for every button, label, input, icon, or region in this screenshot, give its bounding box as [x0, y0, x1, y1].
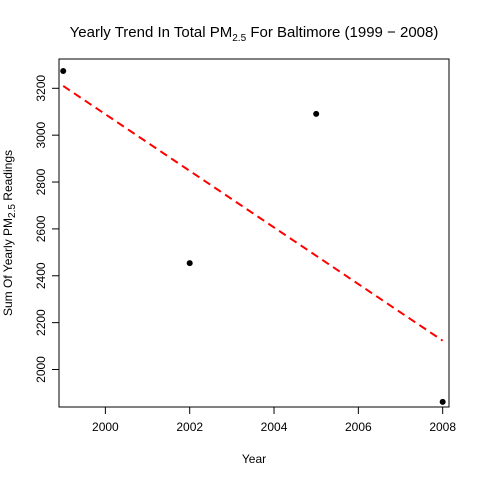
- data-point-2008: [439, 398, 446, 405]
- data-point-1999: [60, 67, 67, 74]
- ylabel-suffix: Readings: [1, 150, 15, 204]
- title-prefix: Yearly Trend In Total PM: [70, 24, 233, 41]
- y-axis: 2000 2200 2400 2600 2800 3000 3200: [34, 75, 60, 383]
- x-tick-label-2002: 2002: [176, 420, 203, 434]
- title-subscript: 2.5: [232, 33, 246, 44]
- plot-box: [58, 58, 450, 408]
- x-axis-label: Year: [242, 452, 266, 466]
- chart-title: Yearly Trend In Total PM2.5 For Baltimor…: [70, 24, 439, 44]
- x-tick-label-2000: 2000: [92, 420, 119, 434]
- title-suffix: For Baltimore (1999 − 2008): [246, 24, 438, 41]
- y-tick-label-2200: 2200: [34, 309, 48, 336]
- x-tick-label-2008: 2008: [429, 420, 456, 434]
- ylabel-prefix: Sum Of Yearly PM: [1, 218, 15, 316]
- y-tick-label-2800: 2800: [34, 168, 48, 195]
- data-point-2002: [186, 260, 193, 267]
- data-point-2005: [313, 110, 320, 117]
- y-tick-label-2000: 2000: [34, 356, 48, 383]
- y-tick-label-2600: 2600: [34, 215, 48, 242]
- ylabel-subscript: 2.5: [7, 204, 18, 218]
- y-tick-label-3200: 3200: [34, 75, 48, 102]
- y-tick-label-3000: 3000: [34, 121, 48, 148]
- plot-marks: [60, 67, 446, 405]
- x-tick-label-2006: 2006: [345, 420, 372, 434]
- trend-line: [62, 85, 444, 342]
- x-tick-label-2004: 2004: [261, 420, 288, 434]
- y-axis-label: Sum Of Yearly PM2.5 Readings: [1, 150, 18, 316]
- y-tick-label-2400: 2400: [34, 262, 48, 289]
- x-axis: 2000 2002 2004 2006 2008: [92, 406, 456, 434]
